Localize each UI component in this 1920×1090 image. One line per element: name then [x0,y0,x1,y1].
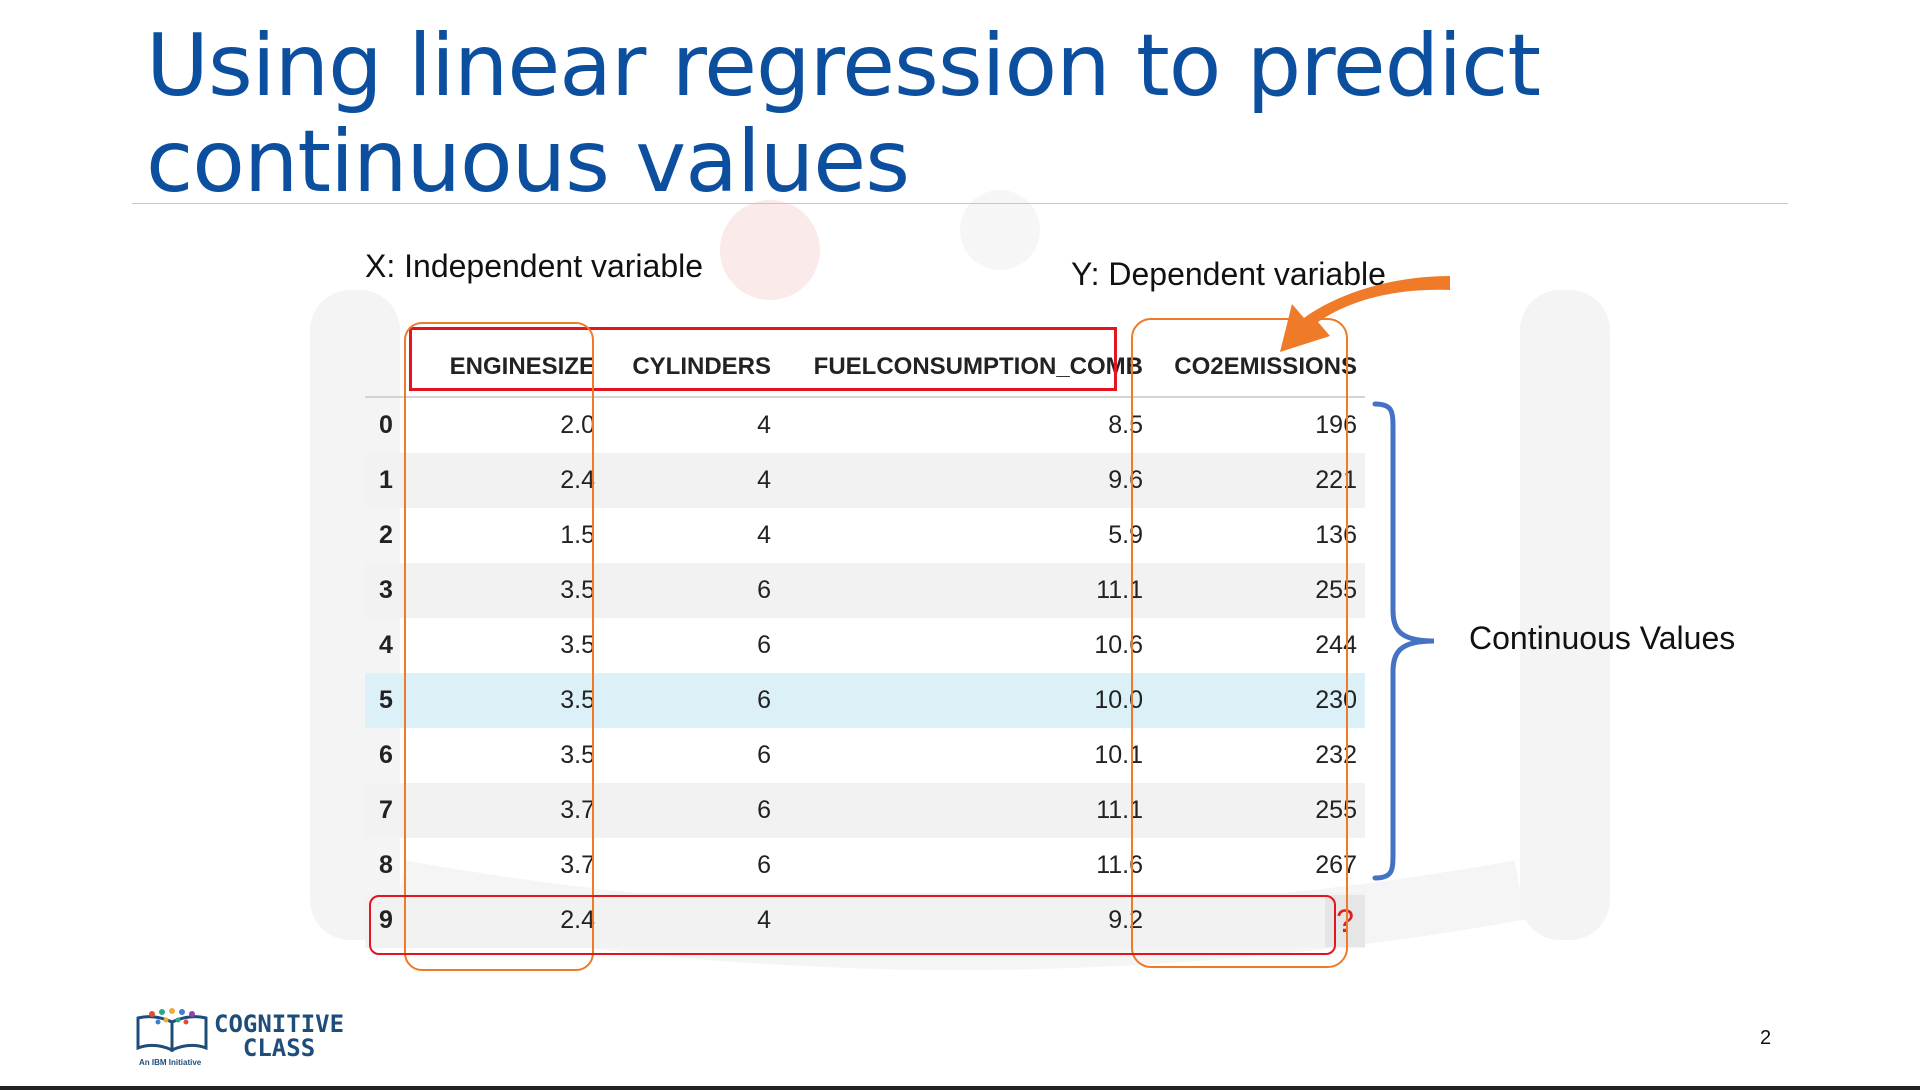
slide-title-line1: Using linear regression to predict [146,16,1541,116]
cell-enginesize: 3.5 [560,631,595,659]
cell-fuelconsumption: 10.6 [1094,631,1143,659]
row-index: 7 [365,783,421,838]
column-header-co2emissions: CO2EMISSIONS [1151,338,1365,398]
cell-fuelconsumption: 9.6 [779,453,1151,508]
logo-tagline: An IBM Initiative [139,1058,202,1067]
cell-cylinders: 6 [757,741,771,769]
cognitive-class-logo-icon [136,1008,208,1053]
continuous-values-label: Continuous Values [1469,620,1736,656]
cell-enginesize: 2.4 [421,453,603,508]
table-row: 0 2.0 4 8.5 196 [365,397,1365,453]
cell-co2emissions: 136 [1315,521,1357,549]
cell-cylinders: 6 [757,631,771,659]
cognitive-class-logo: COGNITIVE CLASS An IBM Initiative [134,1008,354,1068]
bottom-border [0,1086,1920,1090]
curved-arrow-icon [1280,276,1450,352]
cell-co2emissions: ? [1151,893,1365,948]
cell-cylinders: 6 [603,783,779,838]
cell-co2emissions: 232 [1315,741,1357,769]
cell-enginesize: 3.5 [421,563,603,618]
row-index: 8 [379,851,393,879]
cell-enginesize: 3.7 [421,783,603,838]
cell-cylinders: 4 [757,521,771,549]
cell-co2emissions: 221 [1151,453,1365,508]
cell-co2emissions: 196 [1315,411,1357,439]
cell-cylinders: 6 [603,673,779,728]
cell-fuelconsumption: 10.0 [779,673,1151,728]
cell-cylinders: 4 [757,411,771,439]
cell-enginesize: 3.5 [560,741,595,769]
row-index: 3 [365,563,421,618]
cell-cylinders: 4 [603,893,779,948]
slide-title-line2: continuous values [146,112,910,212]
curly-brace-icon [1372,401,1435,881]
cell-fuelconsumption: 11.6 [1096,851,1143,879]
cell-fuelconsumption: 9.2 [779,893,1151,948]
cell-cylinders: 4 [603,453,779,508]
row-index: 4 [379,631,393,659]
cell-fuelconsumption: 10.1 [1094,741,1143,769]
cell-enginesize: 2.4 [421,893,603,948]
table-row: 1 2.4 4 9.6 221 [365,453,1365,508]
cell-enginesize: 2.0 [560,411,595,439]
cell-fuelconsumption: 5.9 [1108,521,1143,549]
cell-co2emissions: 267 [1315,851,1357,879]
table-row-prediction: 9 2.4 4 9.2 ? [365,893,1365,948]
table-row: 7 3.7 6 11.1 255 [365,783,1365,838]
dependent-variable-label: Y: Dependent variable [1071,256,1386,292]
cell-co2emissions: 230 [1151,673,1365,728]
dataframe-table: ENGINESIZE CYLINDERS FUELCONSUMPTION_COM… [365,338,1365,948]
cell-fuelconsumption: 11.1 [779,783,1151,838]
cell-enginesize: 3.7 [560,851,595,879]
cell-enginesize: 3.5 [421,673,603,728]
cell-co2emissions: 244 [1315,631,1357,659]
row-index: 2 [379,521,393,549]
table-row-highlighted: 5 3.5 6 10.0 230 [365,673,1365,728]
cell-co2emissions: 255 [1151,563,1365,618]
table-row: 8 3.7 6 11.6 267 [365,838,1365,893]
row-index: 1 [365,453,421,508]
cell-cylinders: 6 [603,563,779,618]
table-row: 4 3.5 6 10.6 244 [365,618,1365,673]
row-index: 0 [379,411,393,439]
row-index: 5 [365,673,421,728]
cell-fuelconsumption: 8.5 [1108,411,1143,439]
cell-enginesize: 1.5 [560,521,595,549]
table-row: 6 3.5 6 10.1 232 [365,728,1365,783]
cell-fuelconsumption: 11.1 [779,563,1151,618]
unknown-value-marker: ? [1325,894,1365,947]
row-index: 6 [379,741,393,769]
cell-cylinders: 6 [757,851,771,879]
table-row: 2 1.5 4 5.9 136 [365,508,1365,563]
page-number: 2 [1760,1027,1772,1049]
logo-line2: CLASS [242,1034,316,1062]
independent-variable-label: X: Independent variable [365,248,704,284]
logo-wordmark: COGNITIVE CLASS [214,1012,344,1060]
slide-title: Using linear regression to predict conti… [146,16,1541,212]
logo-line1: COGNITIVE [214,1010,345,1038]
cell-co2emissions: 255 [1151,783,1365,838]
row-index: 9 [365,893,421,948]
table-row: 3 3.5 6 11.1 255 [365,563,1365,618]
title-divider [132,203,1788,204]
